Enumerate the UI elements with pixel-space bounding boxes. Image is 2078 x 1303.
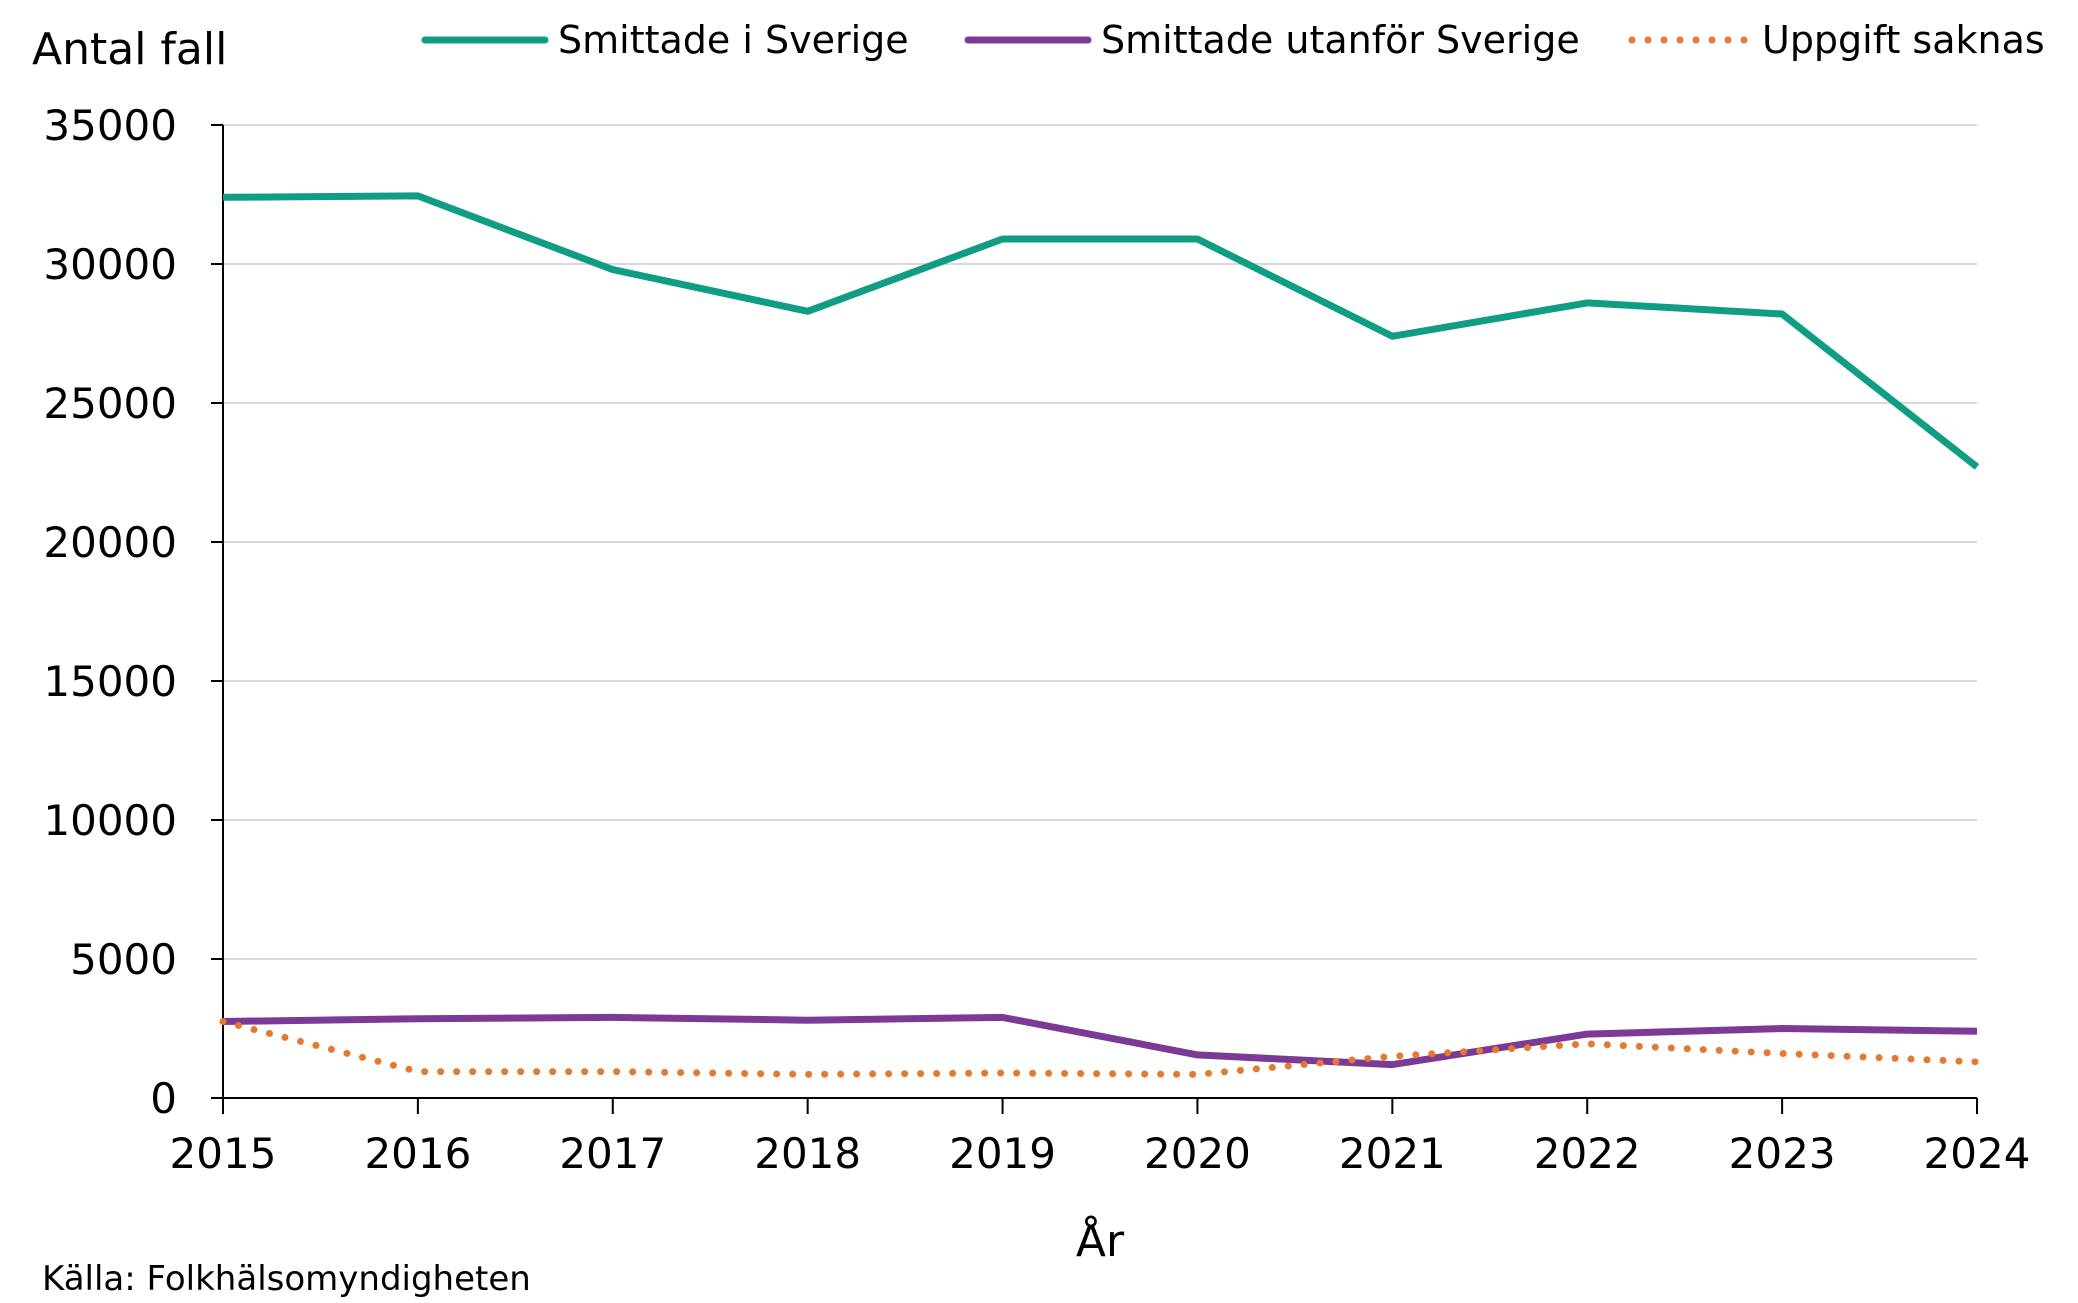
data-point-uppgift-saknas-2023 <box>1779 1051 1785 1057</box>
y-axis-title: Antal fall <box>32 24 227 75</box>
source-note: Källa: Folkhälsomyndigheten <box>42 1259 531 1299</box>
grid-lines <box>223 124 1977 960</box>
data-point-smittade-utanfor-sverige-2023 <box>1779 1026 1785 1032</box>
x-tick-label: 2023 <box>1729 1129 1836 1178</box>
data-point-uppgift-saknas-2021 <box>1389 1053 1395 1059</box>
data-point-uppgift-saknas-2022 <box>1584 1041 1590 1047</box>
y-tick-label: 5000 <box>70 935 177 984</box>
y-tick-label: 15000 <box>43 657 177 706</box>
legend-item-uppgift-saknas: Uppgift saknas <box>1628 18 2045 62</box>
legend-label-smittade-utanfor-sverige: Smittade utanför Sverige <box>1101 18 1580 62</box>
series-line-uppgift-saknas <box>219 1018 1981 1078</box>
legend-label-smittade-i-sverige: Smittade i Sverige <box>558 18 909 62</box>
data-point-smittade-i-sverige-2018 <box>805 308 811 314</box>
data-point-uppgift-saknas-2024 <box>1974 1059 1980 1065</box>
y-tick-label: 0 <box>150 1074 177 1123</box>
x-axis-title: År <box>1076 1214 1125 1267</box>
data-point-uppgift-saknas-2017 <box>610 1069 616 1075</box>
data-point-smittade-i-sverige-2023 <box>1779 311 1785 317</box>
data-point-smittade-utanfor-sverige-2019 <box>1000 1014 1006 1020</box>
x-tick-label: 2015 <box>170 1129 277 1178</box>
data-point-smittade-utanfor-sverige-2017 <box>610 1014 616 1020</box>
y-tick-label: 30000 <box>43 240 177 289</box>
data-point-smittade-i-sverige-2016 <box>415 193 421 199</box>
axes <box>222 125 1977 1099</box>
x-tick-label: 2021 <box>1339 1129 1446 1178</box>
axis-ticks: 0 5000 10000 15000 20000 25000 30000 35000 2015 2… <box>43 101 2030 1178</box>
y-tick-label: 25000 <box>43 379 177 428</box>
data-point-uppgift-saknas-2018 <box>805 1071 811 1077</box>
x-tick-label: 2017 <box>559 1129 666 1178</box>
x-tick-label: 2020 <box>1144 1129 1251 1178</box>
data-point-smittade-i-sverige-2020 <box>1194 236 1200 242</box>
y-tick-label: 20000 <box>43 518 177 567</box>
x-tick-label: 2019 <box>949 1129 1056 1178</box>
data-point-smittade-i-sverige-2015 <box>220 194 226 200</box>
data-point-smittade-utanfor-sverige-2018 <box>805 1017 811 1023</box>
legend: Smittade i Sverige Smittade utanför Sveri… <box>421 18 2045 62</box>
data-point-smittade-utanfor-sverige-2024 <box>1974 1028 1980 1034</box>
data-point-smittade-i-sverige-2022 <box>1584 300 1590 306</box>
data-point-uppgift-saknas-2020 <box>1194 1071 1200 1077</box>
data-point-smittade-i-sverige-2017 <box>610 267 616 273</box>
data-point-smittade-utanfor-sverige-2021 <box>1389 1062 1395 1068</box>
legend-item-smittade-i-sverige: Smittade i Sverige <box>421 18 909 62</box>
y-tick-label: 35000 <box>43 101 177 150</box>
x-tick-label: 2024 <box>1924 1129 2031 1178</box>
data-point-smittade-utanfor-sverige-2022 <box>1584 1031 1590 1037</box>
series-lines <box>219 192 1981 1078</box>
data-point-uppgift-saknas-2019 <box>1000 1070 1006 1076</box>
x-tick-label: 2018 <box>754 1129 861 1178</box>
data-point-smittade-i-sverige-2021 <box>1389 333 1395 339</box>
data-point-smittade-utanfor-sverige-2020 <box>1194 1052 1200 1058</box>
data-point-smittade-utanfor-sverige-2016 <box>415 1016 421 1022</box>
x-tick-label: 2022 <box>1534 1129 1641 1178</box>
data-point-smittade-i-sverige-2024 <box>1974 464 1980 470</box>
data-point-uppgift-saknas-2015 <box>220 1019 226 1025</box>
series-line-smittade-i-sverige <box>222 192 1980 470</box>
x-tick-label: 2016 <box>364 1129 471 1178</box>
data-point-smittade-i-sverige-2019 <box>1000 236 1006 242</box>
legend-item-smittade-utanfor-sverige: Smittade utanför Sverige <box>964 18 1580 62</box>
series-line-smittade-utanfor-sverige <box>222 1013 1978 1069</box>
data-point-uppgift-saknas-2016 <box>415 1069 421 1075</box>
y-tick-label: 10000 <box>43 796 177 845</box>
legend-label-uppgift-saknas: Uppgift saknas <box>1762 18 2045 62</box>
